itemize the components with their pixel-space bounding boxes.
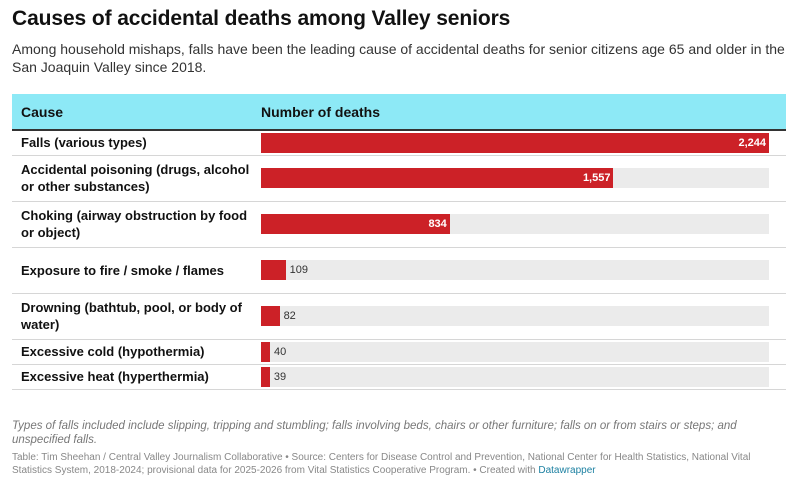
value-label: 1,557: [582, 172, 611, 184]
value-label: 82: [283, 310, 296, 322]
cause-label: Accidental poisoning (drugs, alcohol or …: [21, 162, 250, 194]
chart-title: Causes of accidental deaths among Valley…: [12, 7, 511, 30]
bar-track: 82: [261, 306, 769, 326]
bar: [261, 341, 271, 362]
cause-label: Excessive cold (hypothermia): [21, 344, 205, 359]
table-row: Choking (airway obstruction by food or o…: [12, 201, 786, 247]
bar-cell: 39: [253, 364, 786, 389]
bar-cell: 834: [253, 201, 786, 247]
bar-cell: 40: [253, 339, 786, 364]
column-header-deaths: Number of deaths: [253, 94, 786, 131]
value-label: 40: [274, 345, 287, 358]
column-header-cause: Cause: [12, 94, 253, 131]
bar: [261, 366, 270, 387]
table-header-row: Cause Number of deaths: [12, 94, 786, 131]
table-row: Excessive heat (hyperthermia) 39: [12, 364, 786, 389]
datawrapper-link[interactable]: Datawrapper: [538, 465, 596, 476]
cause-label: Drowning (bathtub, pool, or body of wate…: [21, 300, 242, 332]
value-label: 834: [428, 218, 447, 230]
value-label: 39: [273, 370, 287, 383]
table-row: Accidental poisoning (drugs, alcohol or …: [12, 155, 786, 201]
table-row: Exposure to fire / smoke / flames 109: [12, 247, 786, 293]
data-table: Cause Number of deaths Falls (various ty…: [12, 94, 786, 390]
bar: [261, 168, 614, 188]
chart-subtitle: Among household mishaps, falls have been…: [12, 41, 785, 75]
bar-cell: 1,557: [253, 155, 786, 201]
bar-track: 39: [261, 366, 769, 387]
value-label: 2,244: [738, 136, 766, 149]
bar-track: 40: [261, 341, 769, 362]
table-row: Drowning (bathtub, pool, or body of wate…: [12, 293, 786, 339]
bar: [261, 260, 286, 280]
value-label: 109: [289, 264, 309, 276]
table-row: Falls (various types) 2,244: [12, 130, 786, 155]
footnote: Types of falls included include slipping…: [12, 420, 737, 446]
source-text: Table: Tim Sheehan / Central Valley Jour…: [12, 452, 751, 476]
bar-cell: 109: [253, 247, 786, 293]
bar-track: 109: [261, 260, 769, 280]
bar-cell: 2,244: [253, 130, 786, 155]
table-row: Excessive cold (hypothermia) 40: [12, 339, 786, 364]
cause-label: Excessive heat (hyperthermia): [21, 369, 209, 384]
bar-track: 834: [261, 214, 769, 234]
bar-track: 1,557: [261, 168, 769, 188]
bar-cell: 82: [253, 293, 786, 339]
bar: [261, 214, 450, 234]
cause-label: Exposure to fire / smoke / flames: [21, 262, 225, 278]
source-line: Table: Tim Sheehan / Central Valley Jour…: [12, 451, 786, 477]
cause-label: Falls (various types): [21, 135, 147, 151]
cause-label: Choking (airway obstruction by food or o…: [21, 208, 248, 240]
bar-track: 2,244: [261, 132, 769, 153]
bar: [261, 132, 769, 153]
bar: [261, 306, 280, 326]
